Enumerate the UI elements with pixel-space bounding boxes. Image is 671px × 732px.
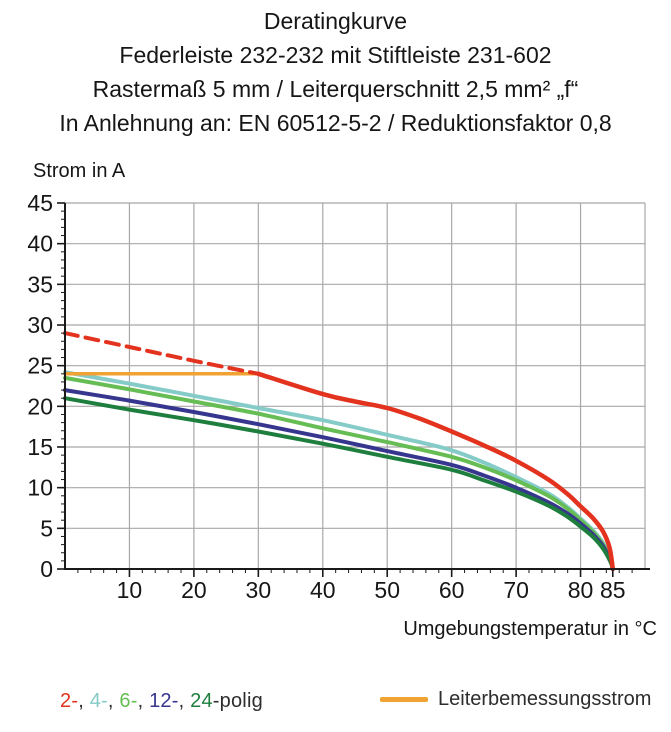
tick-label: 40 — [310, 577, 336, 603]
y-axis-title: Strom in A — [33, 160, 126, 182]
curve-2-polig-extrapoliert — [63, 331, 261, 376]
title-line-2: Federleiste 232-232 mit Stiftleiste 231-… — [119, 42, 552, 68]
curve-24-polig — [63, 396, 615, 571]
tick-label: 0 — [40, 556, 53, 582]
title-line-4: In Anlehnung an: EN 60512-5-2 / Reduktio… — [59, 110, 612, 136]
title-line-1: Deratingkurve — [263, 8, 408, 34]
tick-label: 70 — [503, 577, 529, 603]
legend-part-6: 6- — [119, 690, 138, 712]
tick-label: 60 — [439, 577, 465, 603]
legend-separator: , — [137, 690, 150, 712]
legend-part-4: 4- — [89, 690, 108, 712]
tick-label: 25 — [27, 353, 53, 379]
tick-label: 85 — [600, 577, 626, 603]
tick-label: 50 — [374, 577, 400, 603]
legend-separator: , — [78, 690, 90, 712]
legend-poles: 2-, 4-, 6-, 12-, 24-polig — [60, 690, 263, 713]
tick-label: 45 — [27, 190, 53, 216]
legend-part-2: 2- — [60, 690, 79, 712]
tick-label: 20 — [181, 577, 207, 603]
legend-leiterbemessungsstrom: Leiterbemessungsstrom — [380, 688, 651, 711]
legend-part-24: 24 — [190, 690, 213, 712]
orange-line-swatch — [380, 697, 428, 702]
ticks — [57, 202, 633, 577]
tick-label: 30 — [27, 312, 53, 338]
tick-label: 10 — [117, 577, 143, 603]
tick-label: 20 — [27, 393, 53, 419]
tick-label: 80 — [568, 577, 594, 603]
legend-separator: , — [107, 690, 120, 712]
gridlines — [65, 202, 646, 569]
chart-svg: 0 5 10 15 20 25 30 35 40 45 10 20 30 40 50 60 70 80 85 — [27, 190, 650, 603]
tick-label: 10 — [27, 475, 53, 501]
legend-separator: , — [178, 690, 191, 712]
chart-title-block: Deratingkurve Federleiste 232-232 mit St… — [0, 4, 671, 140]
curves — [63, 331, 616, 572]
title-line-3: Rastermaß 5 mm / Leiterquerschnitt 2,5 m… — [92, 76, 579, 102]
legend-part-12: 12- — [149, 690, 179, 712]
curve-12-polig — [63, 388, 615, 571]
tick-label: 35 — [27, 271, 53, 297]
tick-label: 15 — [27, 434, 53, 460]
tick-label: 30 — [246, 577, 272, 603]
tick-label: 40 — [27, 231, 53, 257]
curve-2-polig — [256, 371, 616, 572]
x-axis-title: Umgebungstemperatur in °C — [403, 618, 657, 640]
axes — [64, 203, 650, 570]
tick-label: 5 — [40, 515, 53, 541]
legend-part-polig: -polig — [212, 690, 263, 712]
legend-line-label: Leiterbemessungsstrom — [438, 688, 652, 710]
tick-labels: 0 5 10 15 20 25 30 35 40 45 10 20 30 40 50 60 70 80 85 — [27, 190, 625, 603]
